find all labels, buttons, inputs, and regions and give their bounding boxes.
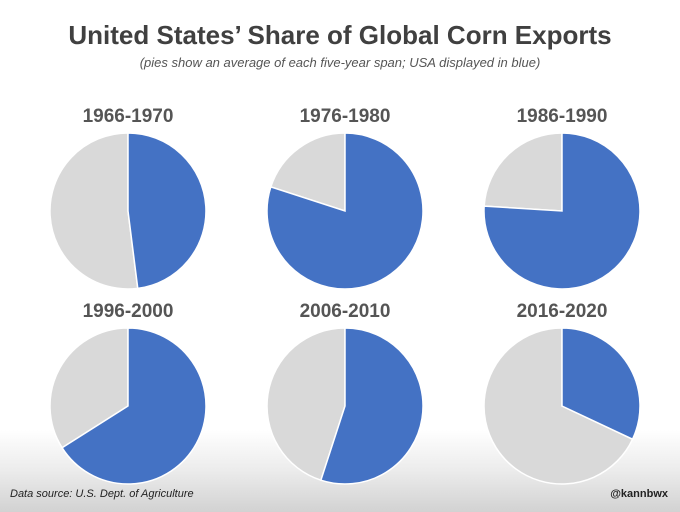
pie-panel-2006-2010: 2006-2010: [245, 298, 445, 486]
pie-slice-usa: [483, 132, 641, 290]
pie-label: 1996-2000: [82, 301, 174, 322]
pie-panel-2016-2020: 2016-2020: [462, 298, 662, 486]
pie-slice-usa: [266, 132, 424, 290]
author-credit: @kannbwx: [610, 488, 668, 500]
pie-label: 1986-1990: [516, 106, 608, 127]
pie-chart: [483, 327, 641, 485]
chart-title: United States’ Share of Global Corn Expo…: [68, 20, 612, 50]
pie-slice-usa: [561, 327, 641, 441]
pie-label: 1976-1980: [299, 106, 391, 127]
pie-slice-rest-of-world: [266, 327, 346, 482]
pie-chart: [266, 327, 424, 485]
chart-subtitle: (pies show an average of each five-year …: [139, 55, 541, 70]
pie-chart: [266, 132, 424, 290]
pie-slice-usa: [319, 327, 424, 485]
pie-slice-rest-of-world: [49, 132, 139, 290]
pie-slice-usa: [61, 327, 207, 485]
pie-chart: [483, 132, 641, 290]
pie-panel-1996-2000: 1996-2000: [28, 298, 228, 486]
pie-panel-1986-1990: 1986-1990: [462, 103, 662, 291]
pie-slice-rest-of-world: [483, 132, 563, 212]
pie-label: 2006-2010: [299, 301, 391, 322]
pie-panel-1976-1980: 1976-1980: [245, 103, 445, 291]
pie-chart: [49, 327, 207, 485]
pie-label: 2016-2020: [516, 301, 608, 322]
pie-panel-1966-1970: 1966-1970: [28, 103, 228, 291]
pie-label: 1966-1970: [82, 106, 174, 127]
pie-slice-rest-of-world: [269, 132, 346, 213]
pie-chart: [49, 132, 207, 290]
pie-slice-rest-of-world: [483, 327, 634, 485]
data-source-note: Data source: U.S. Dept. of Agriculture: [10, 488, 194, 500]
pie-slice-usa: [127, 132, 207, 290]
